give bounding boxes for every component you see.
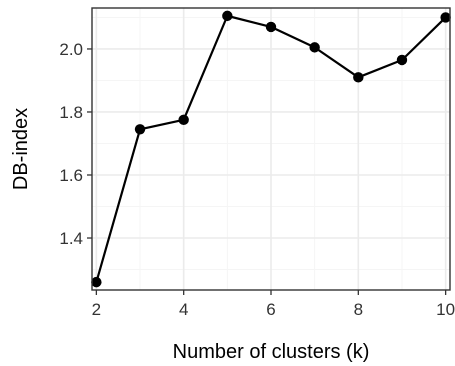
data-point: [265, 21, 277, 33]
data-point: [91, 276, 102, 288]
x-tick-label: 10: [436, 300, 455, 319]
x-tick-label: 4: [179, 300, 188, 319]
y-tick-label: 1.6: [59, 166, 83, 185]
data-point: [309, 42, 320, 53]
data-point: [440, 12, 451, 23]
data-point: [134, 124, 146, 135]
y-tick-label: 1.8: [59, 103, 83, 122]
data-point: [178, 114, 189, 126]
data-point: [222, 10, 233, 22]
x-axis-title: Number of clusters (k): [173, 341, 370, 363]
data-point: [396, 54, 408, 66]
x-tick-label: 6: [266, 300, 275, 319]
major-grid: [92, 8, 450, 290]
y-tick-label: 1.4: [59, 229, 83, 248]
y-axis-title: DB-index: [10, 108, 32, 190]
x-tick-label: 8: [354, 300, 363, 319]
y-axis: 1.4 1.6 1.8 2.0: [59, 40, 92, 248]
points-layer: [91, 10, 451, 288]
y-tick-label: 2.0: [59, 40, 83, 59]
x-tick-label: 2: [92, 300, 101, 319]
data-point: [353, 72, 364, 83]
x-axis: 2 4 6 8 10: [92, 290, 455, 319]
